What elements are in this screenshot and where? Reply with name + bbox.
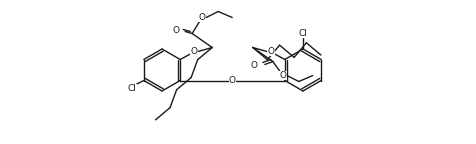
Text: O: O: [228, 76, 236, 85]
Text: Cl: Cl: [298, 29, 307, 37]
Text: O: O: [279, 71, 286, 80]
Text: O: O: [198, 13, 205, 22]
Text: O: O: [250, 61, 257, 70]
Text: Cl: Cl: [127, 84, 136, 93]
Text: O: O: [190, 47, 197, 56]
Text: O: O: [172, 26, 179, 35]
Text: O: O: [267, 47, 274, 56]
